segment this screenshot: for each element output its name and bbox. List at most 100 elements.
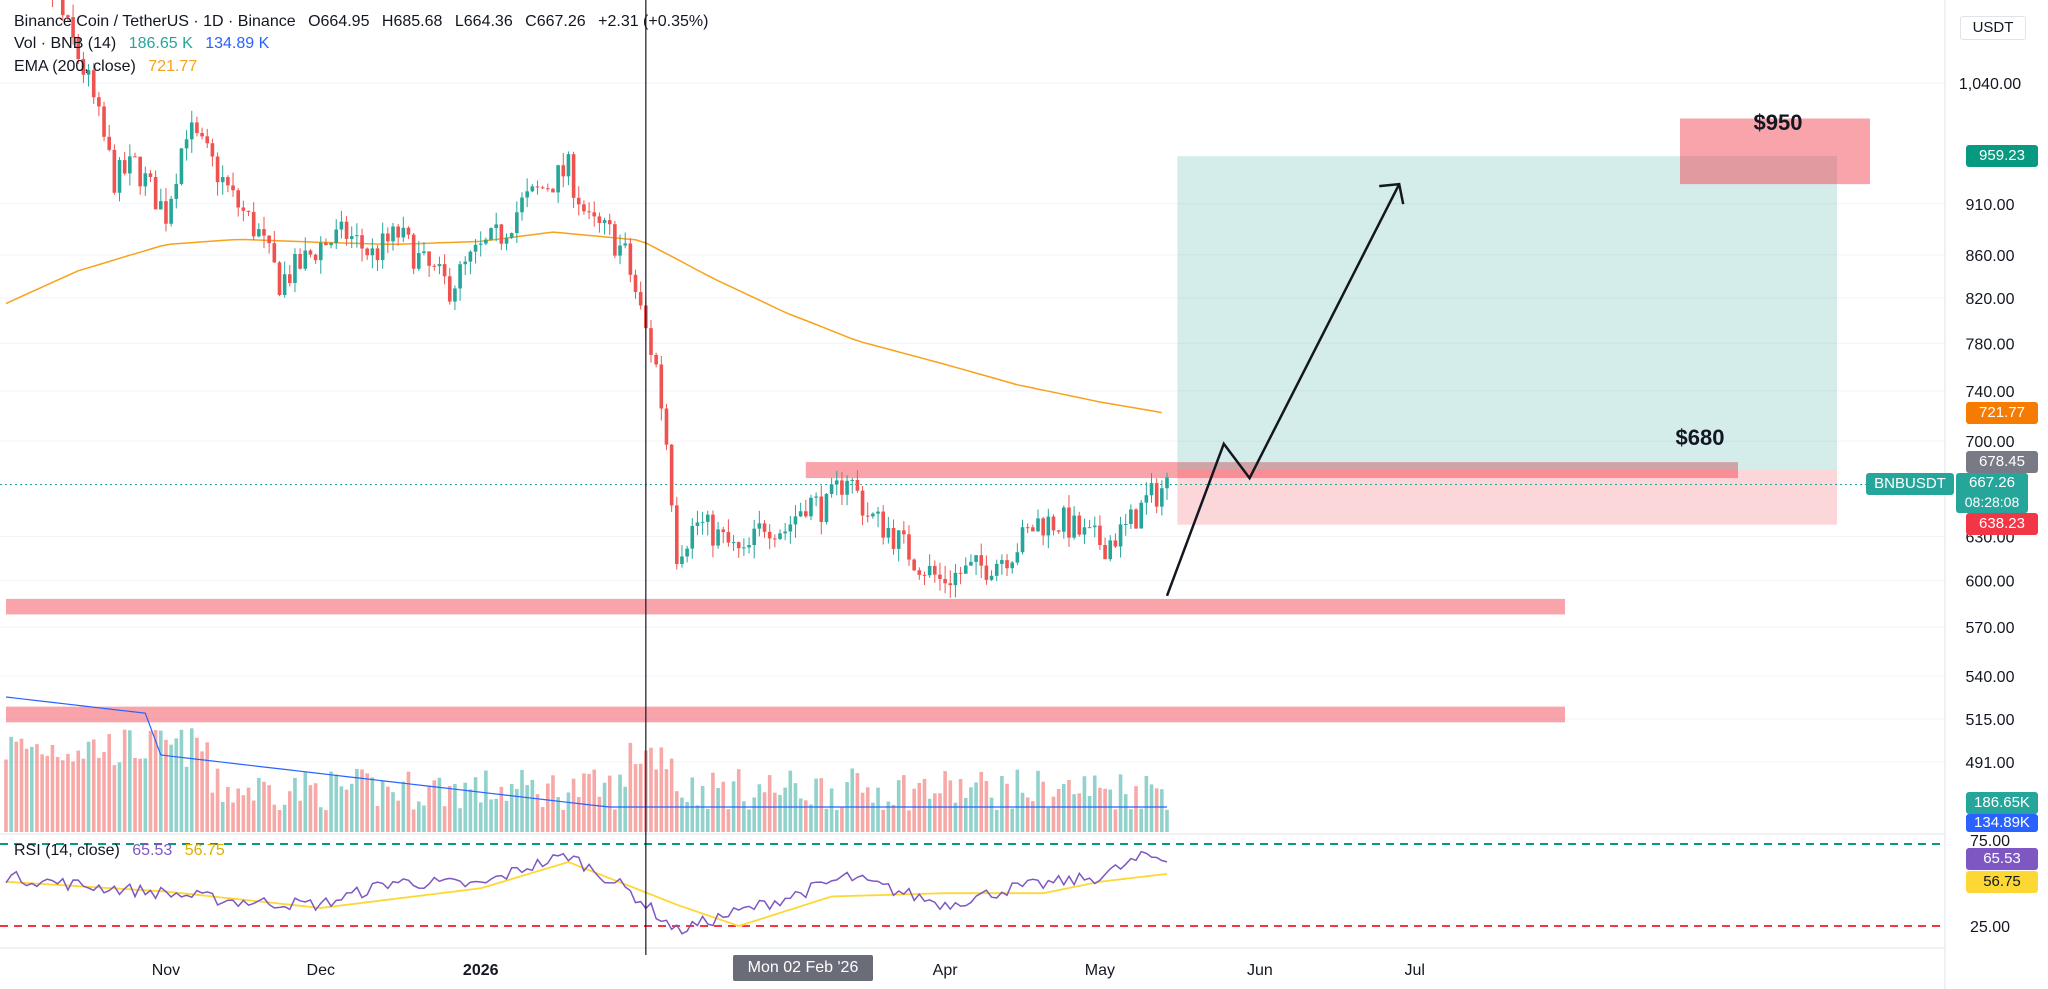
candle-body <box>767 531 772 539</box>
volume-bar <box>602 782 607 832</box>
candle-body <box>159 201 163 210</box>
candle-body <box>587 211 591 213</box>
ema-label[interactable]: EMA (200, close) <box>14 58 136 75</box>
zone-support <box>6 706 1565 723</box>
volume-bar <box>453 783 457 832</box>
volume-bar <box>695 805 700 832</box>
candle-body <box>953 572 958 586</box>
volume-bar <box>468 789 473 832</box>
candle-body <box>1092 525 1097 528</box>
symbol-title[interactable]: Binance Coin / TetherUS · 1D · Binance <box>14 13 296 30</box>
candle-body <box>1056 530 1061 532</box>
candle-body <box>339 221 344 230</box>
candle-body <box>974 555 978 562</box>
candle-body <box>184 139 189 149</box>
candle-body <box>236 190 240 208</box>
candle-body <box>318 242 323 261</box>
candle-body <box>437 264 442 267</box>
volume-bar <box>241 795 246 832</box>
volume-bar <box>1165 809 1169 832</box>
volume-ma-value: 134.89 K <box>205 35 270 52</box>
annotation-entry: $680 <box>1676 425 1725 450</box>
candle-body <box>1025 527 1030 529</box>
volume-bar <box>969 787 973 832</box>
volume-bar <box>81 758 86 832</box>
rsi-label[interactable]: RSI (14, close) <box>14 842 120 859</box>
volume-bar <box>994 809 999 832</box>
volume-bar <box>169 744 173 832</box>
volume-bar <box>272 804 277 832</box>
volume-bar <box>45 755 50 832</box>
zone-support <box>6 598 1565 615</box>
volume-bar <box>597 796 602 832</box>
rsi-tick-label: 25.00 <box>1970 919 2010 936</box>
volume-bar <box>313 783 318 832</box>
profit-zone <box>1177 156 1837 470</box>
volume-bar <box>174 738 179 832</box>
volume-bar <box>200 751 204 832</box>
volume-bar <box>19 738 24 832</box>
candle-body <box>1154 483 1159 507</box>
volume-bar <box>30 746 34 832</box>
candle-body <box>1134 509 1138 529</box>
candle-body <box>938 574 942 580</box>
volume-bar <box>546 783 550 832</box>
candle-body <box>344 221 349 239</box>
rsi-ma-value: 56.75 <box>184 842 225 859</box>
volume-bar <box>912 788 916 832</box>
candle-body <box>576 197 581 205</box>
candle-body <box>726 532 731 543</box>
currency-label[interactable]: USDT <box>1960 16 2026 40</box>
volume-bar <box>282 804 287 832</box>
candle-body <box>680 556 684 564</box>
candle-body <box>499 224 504 244</box>
candle-body <box>943 579 947 584</box>
candle-body <box>334 229 339 244</box>
candle-body <box>277 262 282 296</box>
volume-bar <box>963 797 968 832</box>
volume-label[interactable]: Vol · BNB (14) <box>14 35 117 52</box>
volume-bar <box>401 781 406 832</box>
candle-body <box>561 165 566 177</box>
candle-body <box>809 497 813 517</box>
volume-bar <box>117 762 122 832</box>
candle-body <box>628 243 633 275</box>
volume-bar <box>14 741 19 832</box>
volume-badge: 186.65K <box>1966 792 2038 814</box>
volume-bar <box>159 730 163 832</box>
candle-body <box>66 15 70 18</box>
rsi-value: 65.53 <box>132 842 173 859</box>
candle-body <box>602 220 607 223</box>
volume-bar <box>143 758 148 832</box>
volume-bar <box>1051 796 1056 832</box>
volume-bar <box>122 729 127 832</box>
volume-bar <box>318 807 323 832</box>
volume-bar <box>938 793 942 832</box>
volume-bar <box>881 809 885 832</box>
candle-body <box>509 233 514 238</box>
volume-bar <box>649 747 653 832</box>
candle-body <box>329 243 333 246</box>
volume-bar <box>246 787 251 832</box>
ema-value: 721.77 <box>148 58 198 75</box>
candle-body <box>313 254 318 261</box>
candle-body <box>1010 562 1014 569</box>
candle-body <box>896 530 901 549</box>
volume-bar <box>1020 792 1025 832</box>
volume-bar <box>334 774 339 832</box>
volume-bar <box>494 798 498 832</box>
y-tick-label: 515.00 <box>1966 712 2015 729</box>
y-tick-label: 740.00 <box>1966 384 2015 401</box>
candle-body <box>705 514 710 522</box>
candle-body <box>303 250 308 269</box>
candle-body <box>1051 516 1056 531</box>
candle-body <box>1113 540 1118 547</box>
volume-bar <box>298 800 302 832</box>
candle-body <box>778 533 782 540</box>
volume-bar <box>705 808 710 832</box>
candle-body <box>886 528 891 538</box>
volume-bar <box>1015 769 1020 832</box>
zone-resistance <box>805 462 1738 479</box>
candle-body <box>484 239 488 244</box>
